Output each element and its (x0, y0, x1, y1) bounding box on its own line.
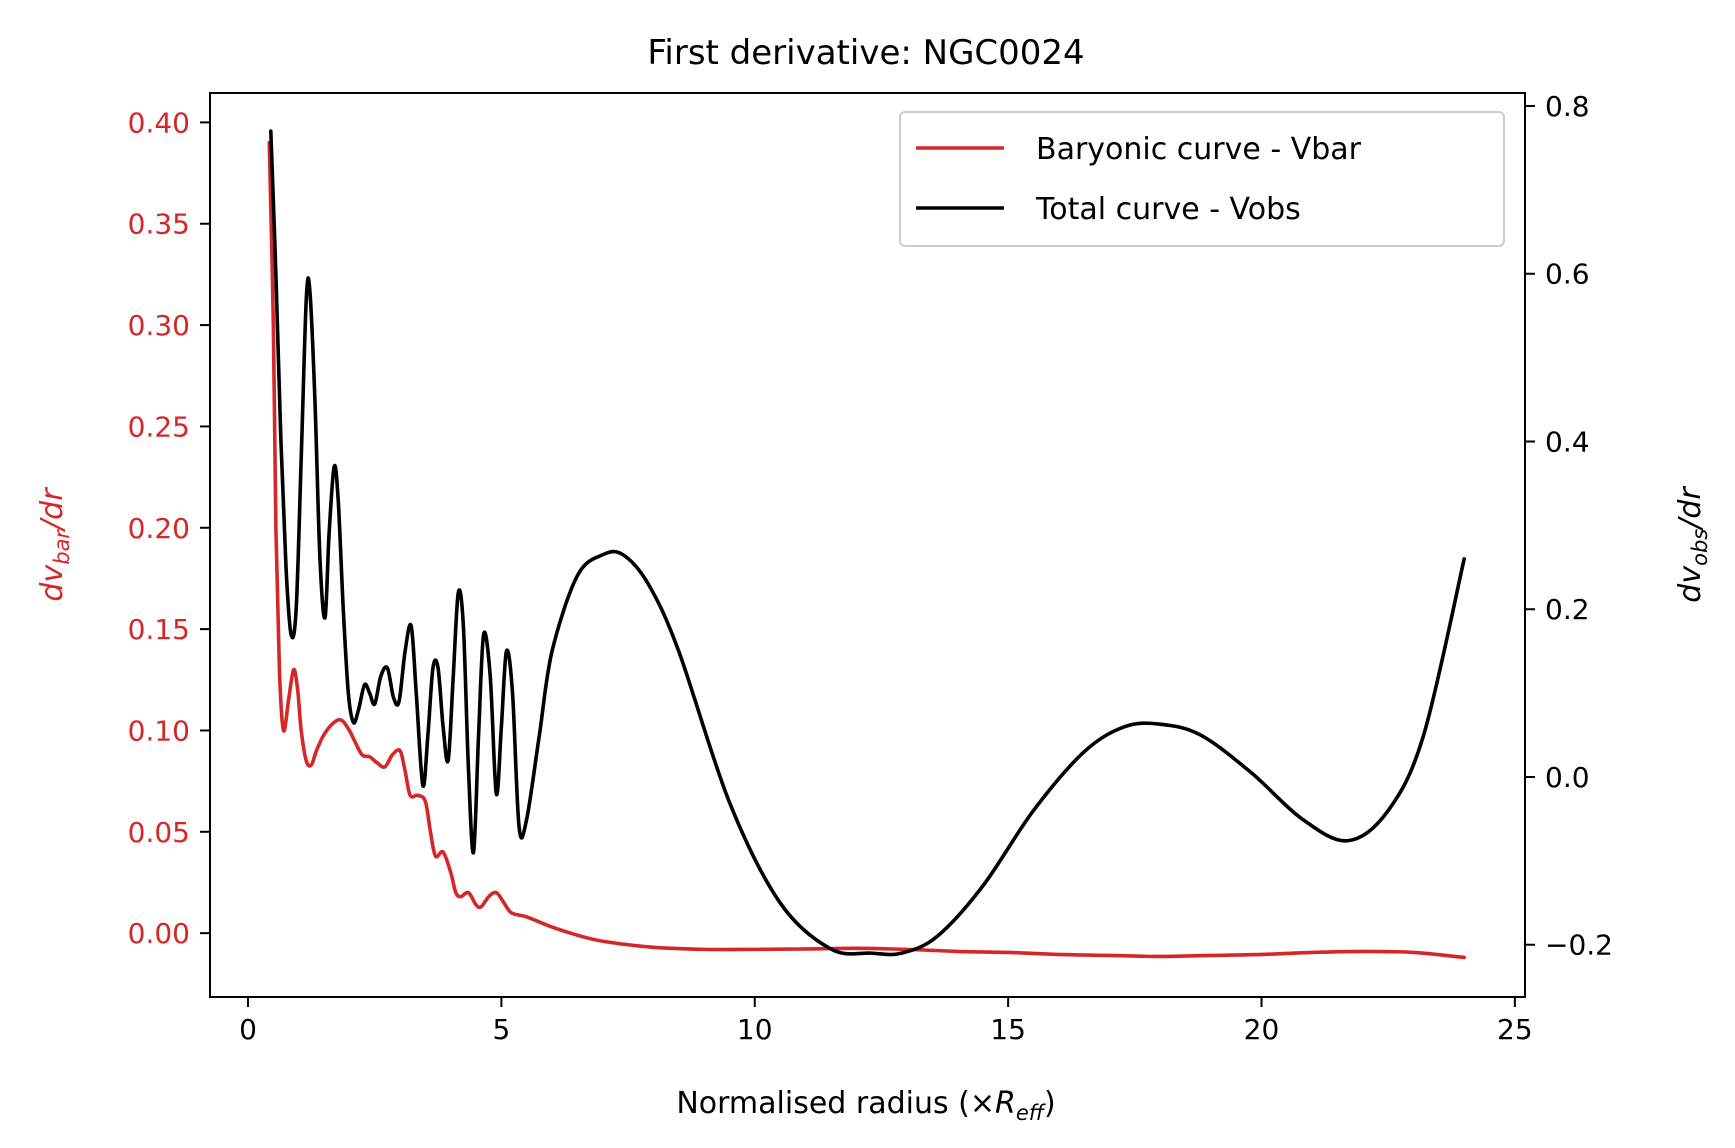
series-line-vobs (269, 129, 1466, 957)
right-y-axis-label: dvobs/dr (1673, 486, 1712, 603)
x-tick-label: 5 (492, 1013, 510, 1046)
left-y-axis-label-subscript: bar (50, 529, 74, 565)
x-tick-label: 20 (1244, 1013, 1280, 1046)
x-tick-label: 25 (1497, 1013, 1533, 1046)
left-y-axis-label: dvbar/dr (35, 487, 74, 602)
x-tick-label: 0 (239, 1013, 257, 1046)
right-y-tick-label: 0.4 (1545, 425, 1590, 458)
right-y-tick-label: 0.6 (1545, 258, 1590, 291)
right-y-axis-label-subscript: obs (1688, 529, 1712, 566)
left-y-tick-label: 0.35 (128, 208, 190, 241)
right-y-tick-label: −0.2 (1545, 929, 1613, 962)
left-y-tick-label: 0.00 (128, 917, 190, 950)
left-y-tick-label: 0.25 (128, 410, 190, 443)
x-axis-label-symbol: R (995, 1086, 1016, 1121)
left-y-axis-label-main: dv (35, 564, 70, 602)
right-y-tick-label: 0.8 (1545, 90, 1590, 123)
x-axis-label-prefix: Normalised radius (× (676, 1086, 995, 1121)
left-y-tick-label: 0.10 (128, 714, 190, 747)
left-y-tick-label: 0.15 (128, 613, 190, 646)
left-y-tick-label: 0.30 (128, 309, 190, 342)
axes: 0 5 10 15 20 25 0.00 0.05 0.10 0.15 0.20 0.25 0.30 0.… (128, 90, 1613, 1046)
left-y-tick-label: 0.05 (128, 816, 190, 849)
x-tick-label: 15 (990, 1013, 1026, 1046)
x-axis-label: Normalised radius (×Reff) (676, 1086, 1055, 1125)
chart-title: First derivative: NGC0024 (647, 33, 1084, 73)
left-y-tick-label: 0.40 (128, 106, 190, 139)
right-y-tick-label: 0.0 (1545, 761, 1590, 794)
legend: Baryonic curve - Vbar Total curve - Vobs (899, 111, 1505, 247)
plot-frame (209, 92, 1526, 998)
x-axis-label-suffix: ) (1044, 1086, 1056, 1121)
left-y-tick-label: 0.20 (128, 512, 190, 545)
left-y-axis-label-tail: /dr (35, 487, 70, 533)
legend-frame (899, 111, 1505, 247)
x-tick-label: 10 (737, 1013, 773, 1046)
legend-label-vobs: Total curve - Vobs (1035, 192, 1301, 227)
plot-area (267, 129, 1466, 960)
right-y-tick-label: 0.2 (1545, 593, 1590, 626)
x-axis-label-subscript: eff (1016, 1101, 1047, 1125)
right-y-axis-label-tail: /dr (1673, 486, 1708, 532)
legend-label-vbar: Baryonic curve - Vbar (1036, 132, 1362, 167)
series-line-vbar (267, 140, 1466, 960)
right-y-axis-label-main: dv (1673, 565, 1708, 603)
